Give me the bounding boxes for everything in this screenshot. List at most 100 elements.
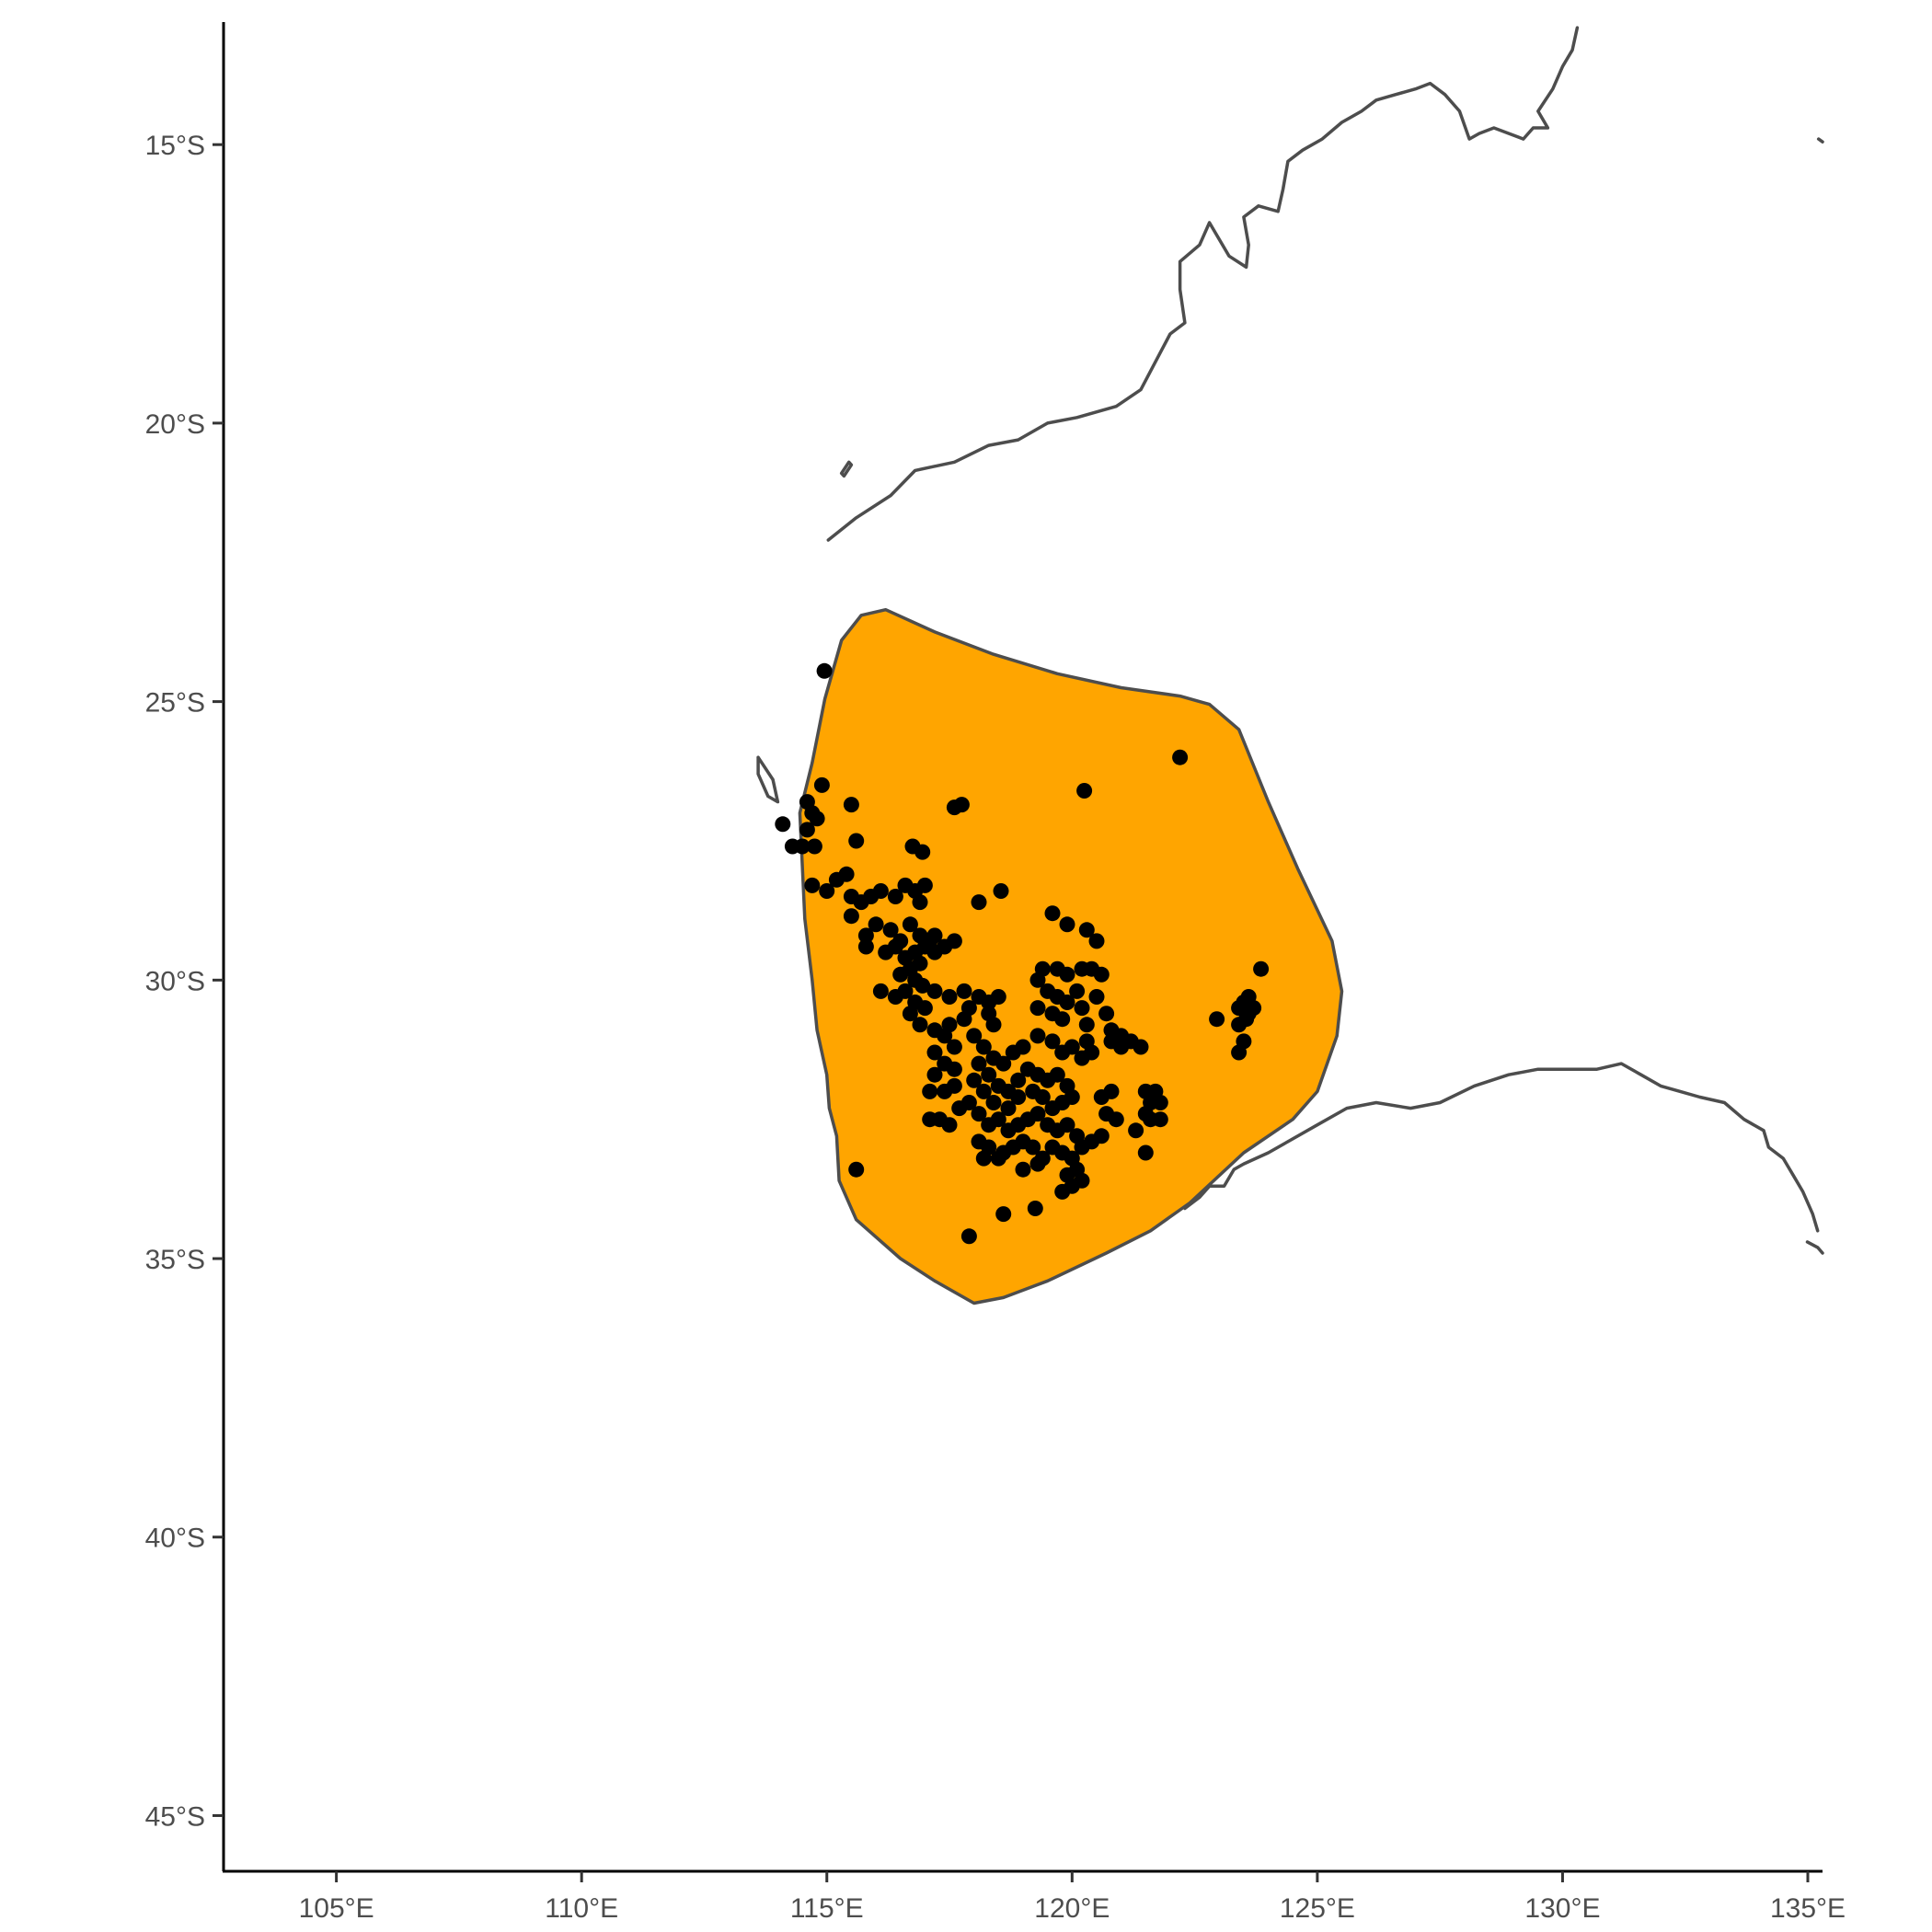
occurrence-point	[887, 938, 903, 955]
occurrence-point	[995, 1206, 1012, 1223]
occurrence-point	[1074, 960, 1090, 977]
occurrence-point	[868, 916, 884, 933]
occurrence-point	[1029, 972, 1046, 988]
occurrence-point	[1049, 1066, 1065, 1083]
occurrence-point	[1093, 1128, 1110, 1144]
occurrence-point	[1133, 1039, 1149, 1055]
occurrence-point	[926, 927, 943, 944]
occurrence-point	[993, 883, 1009, 899]
occurrence-point	[995, 1055, 1012, 1072]
occurrence-point	[1074, 1050, 1090, 1066]
occurrence-point	[990, 1111, 1006, 1128]
coastline-layer	[756, 26, 1824, 1255]
coastline-south	[1183, 1062, 1820, 1233]
occurrence-point	[1044, 905, 1061, 922]
occurrence-point	[872, 883, 889, 899]
occurrence-point	[937, 1028, 953, 1044]
occurrence-point	[843, 908, 859, 925]
occurrence-point	[1010, 1072, 1027, 1088]
occurrence-point	[985, 1095, 1002, 1110]
occurrence-point	[819, 883, 835, 899]
occurrence-point	[806, 838, 822, 855]
occurrence-point	[1069, 983, 1086, 999]
axes	[222, 22, 1823, 1873]
range-hull-layer	[798, 607, 1344, 1305]
occurrence-point	[981, 1066, 997, 1083]
coastline-fragment	[839, 460, 854, 478]
y-tick-label: 45°S	[145, 1801, 205, 1832]
occurrence-point	[971, 894, 987, 911]
occurrence-point	[1029, 1000, 1046, 1017]
occurrence-point	[1027, 1201, 1043, 1216]
y-tick-label: 25°S	[145, 688, 205, 719]
occurrence-point	[975, 1039, 992, 1055]
occurrence-point	[990, 1150, 1006, 1167]
occurrence-point	[882, 922, 899, 938]
occurrence-point	[941, 989, 958, 1005]
occurrence-point	[1209, 1011, 1225, 1028]
occurrence-point	[1078, 922, 1095, 938]
occurrence-point	[1044, 1033, 1061, 1050]
occurrence-point	[809, 811, 825, 827]
y-tick-label: 15°S	[145, 131, 205, 161]
occurrence-point	[1231, 1017, 1248, 1033]
range-hull-polygon	[798, 607, 1344, 1305]
occurrence-point	[966, 1028, 983, 1044]
occurrence-point	[804, 877, 821, 893]
occurrence-point	[916, 877, 933, 893]
x-tick-label: 105°E	[299, 1893, 374, 1924]
occurrence-point	[1025, 1139, 1041, 1156]
y-tick-label: 35°S	[145, 1245, 205, 1275]
occurrence-point	[1076, 783, 1093, 799]
occurrence-point	[975, 1150, 992, 1167]
occurrence-point	[1029, 1028, 1046, 1044]
occurrence-point	[902, 916, 918, 933]
occurrence-point	[956, 1011, 972, 1028]
occurrence-point	[956, 983, 972, 999]
occurrence-point	[1059, 916, 1075, 933]
occurrence-point	[926, 1066, 943, 1083]
occurrence-point	[926, 1044, 943, 1061]
occurrence-point	[784, 838, 800, 855]
x-tick-label: 115°E	[790, 1893, 864, 1924]
occurrence-point	[857, 938, 874, 955]
occurrence-point	[1010, 1089, 1027, 1105]
occurrence-point	[960, 1095, 977, 1110]
occurrence-point	[946, 1061, 962, 1077]
occurrence-point	[892, 966, 909, 983]
coastline-fragment	[756, 755, 780, 804]
occurrence-point	[1059, 1117, 1075, 1133]
occurrence-point	[1074, 1000, 1090, 1017]
occurrence-point	[1015, 1039, 1031, 1055]
occurrence-point	[1103, 1083, 1120, 1099]
occurrence-point	[922, 1083, 938, 1099]
occurrence-point	[1098, 1006, 1115, 1022]
occurrence-point	[1253, 960, 1270, 977]
x-tick-label: 110°E	[545, 1893, 618, 1924]
occurrence-point	[857, 927, 874, 944]
occurrence-point	[1088, 989, 1105, 1005]
occurrence-point	[1029, 1156, 1046, 1172]
occurrence-point	[887, 889, 903, 904]
occurrence-point	[1103, 1033, 1120, 1050]
occurrence-point	[912, 1017, 928, 1033]
occurrence-point	[1128, 1122, 1144, 1139]
occurrence-point	[912, 955, 928, 972]
occurrence-point	[966, 1072, 983, 1088]
occurrence-point	[1015, 1161, 1031, 1178]
occurrence-point	[838, 866, 855, 882]
occurrence-point	[1231, 1044, 1248, 1061]
occurrence-point	[872, 983, 889, 999]
occurrence-point	[1029, 1106, 1046, 1122]
occurrence-point	[1049, 960, 1065, 977]
occurrence-point	[985, 1017, 1002, 1033]
occurrence-points-layer	[775, 662, 1270, 1245]
occurrence-point	[1152, 1111, 1168, 1128]
occurrence-point	[975, 1083, 992, 1099]
coastline-fragment	[1816, 137, 1824, 144]
occurrence-point	[1240, 1006, 1257, 1022]
occurrence-point	[848, 1161, 865, 1178]
x-tick-label: 135°E	[1770, 1893, 1846, 1924]
